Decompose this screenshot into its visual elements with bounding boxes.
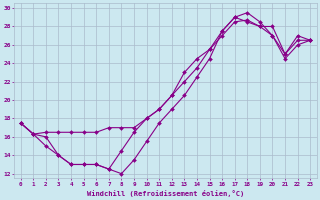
X-axis label: Windchill (Refroidissement éolien,°C): Windchill (Refroidissement éolien,°C) <box>87 190 244 197</box>
